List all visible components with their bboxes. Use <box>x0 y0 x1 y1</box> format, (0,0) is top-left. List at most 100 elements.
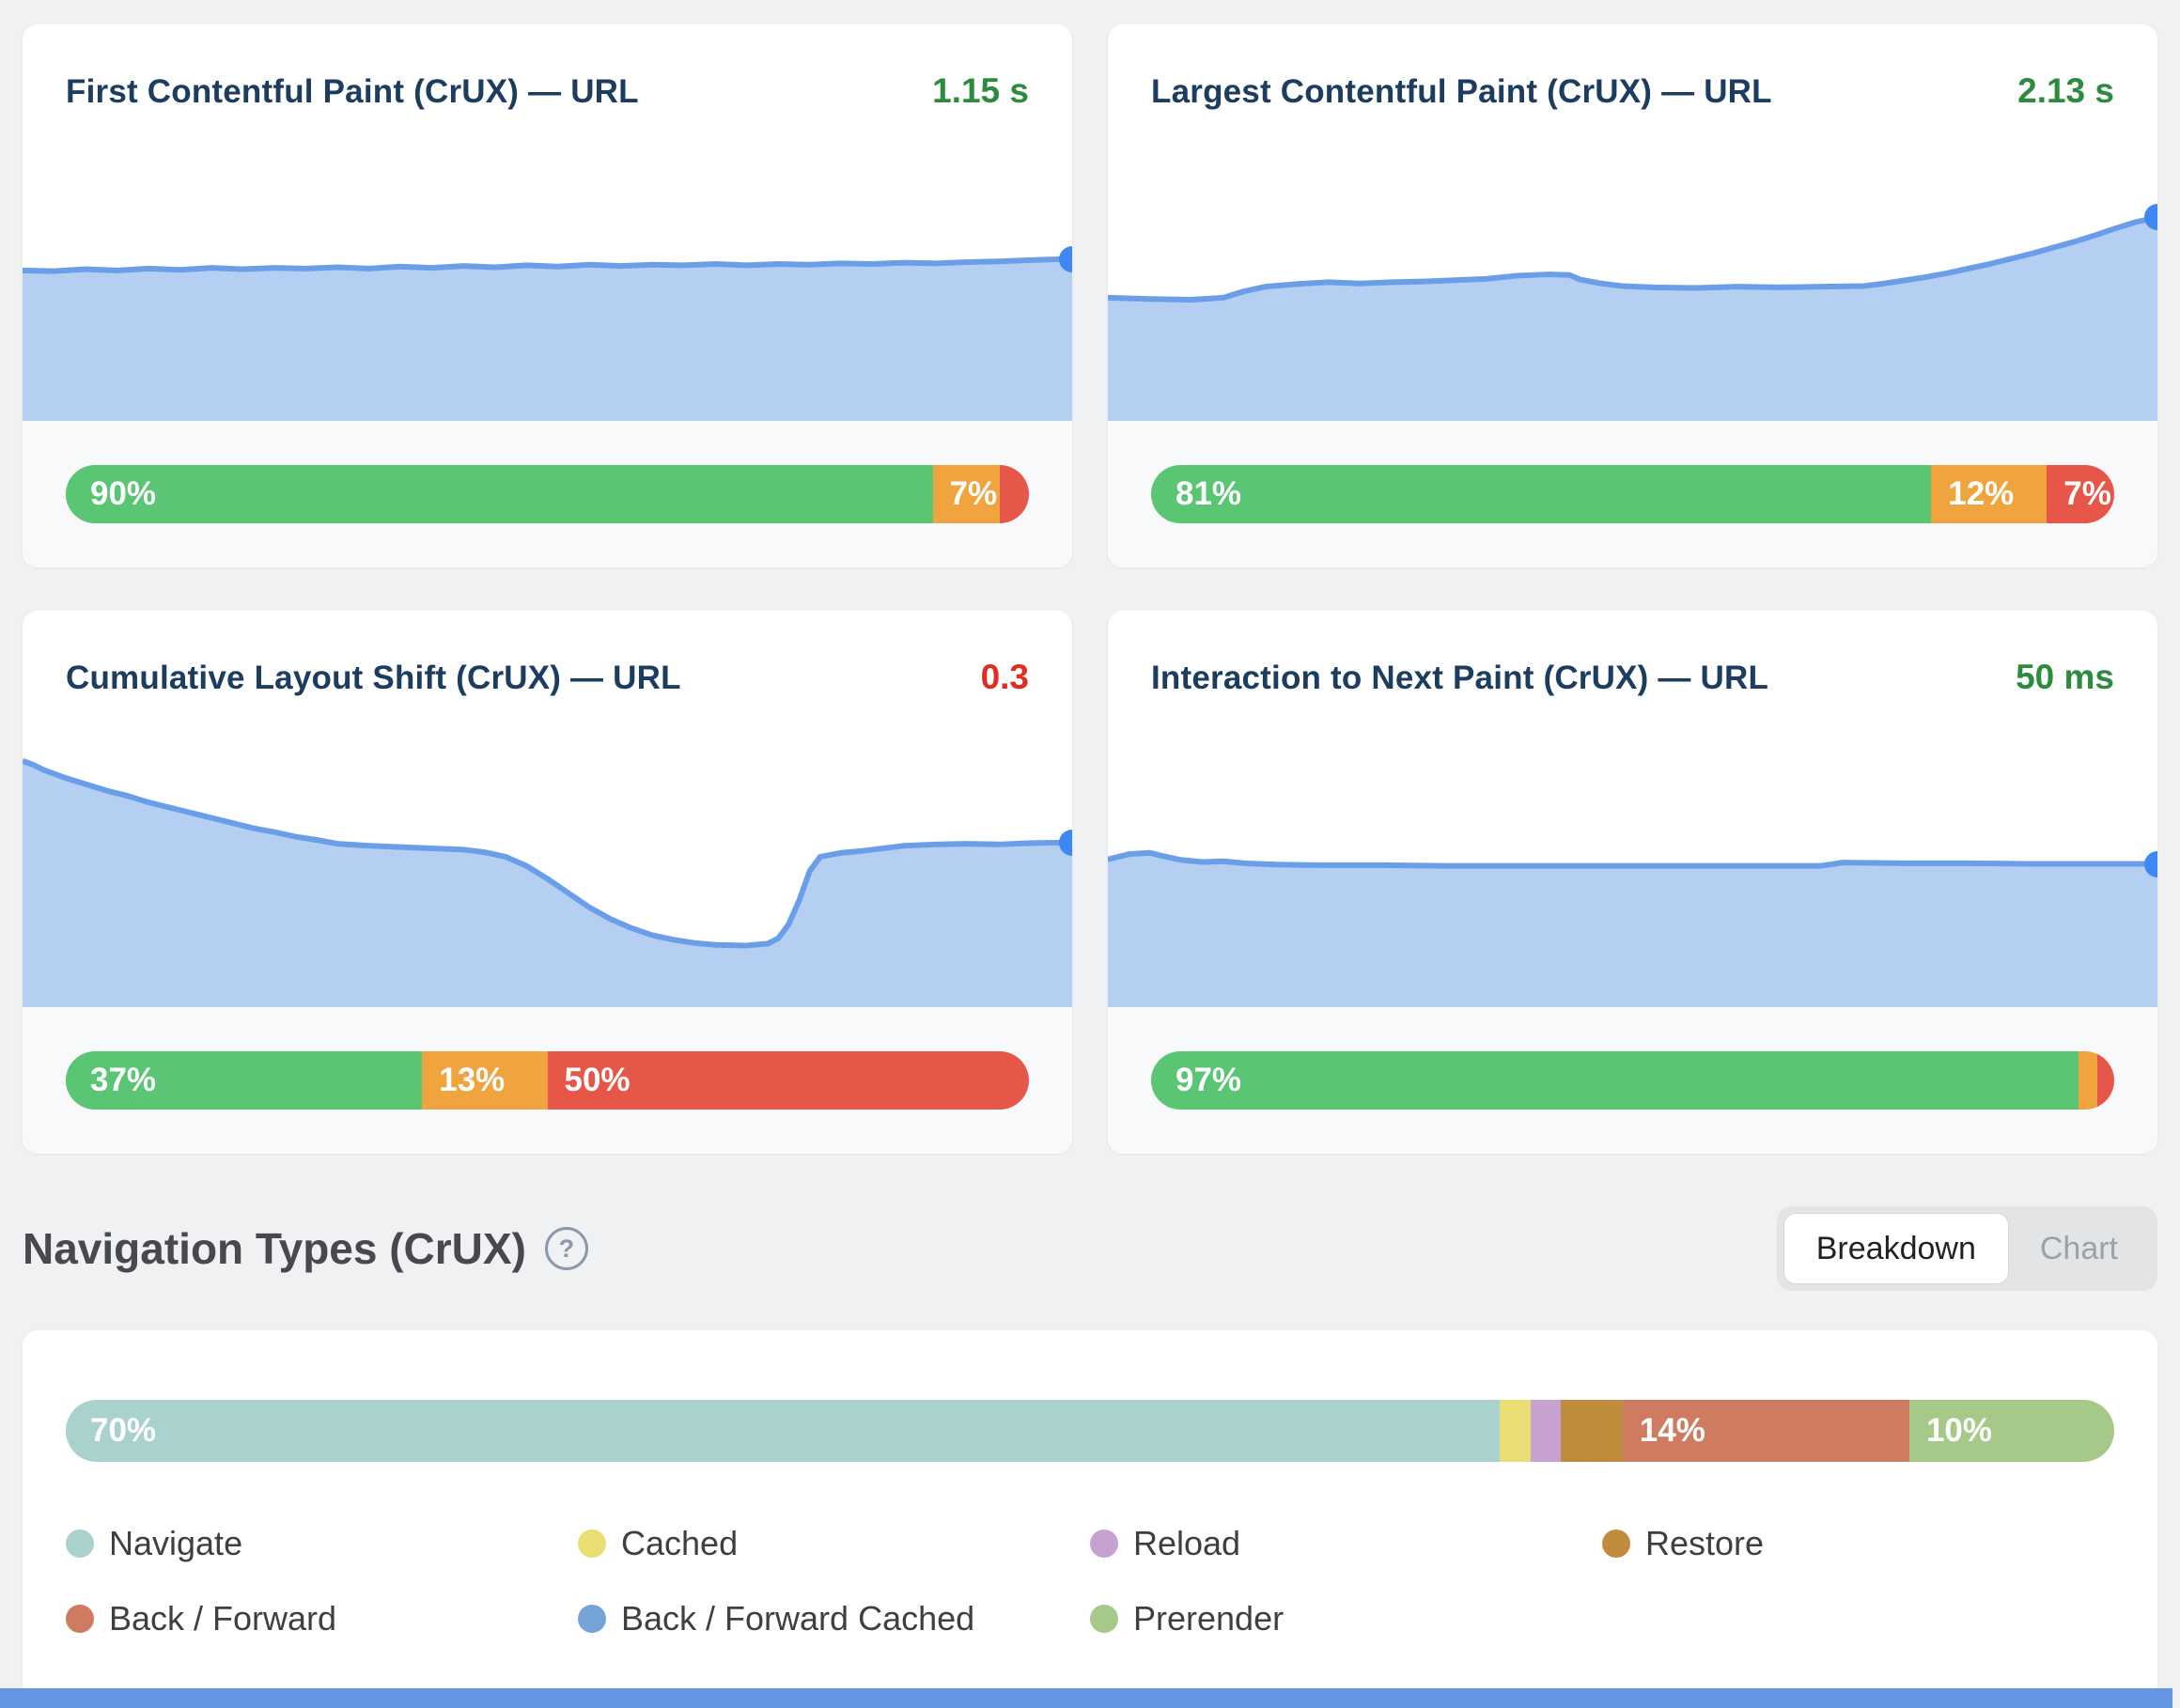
legend-item-navigate: Navigate <box>66 1524 578 1563</box>
distribution-bar: 97% <box>1151 1051 2114 1110</box>
segment-navigate: 70% <box>66 1400 1500 1462</box>
segment-back-forward: 14% <box>1622 1400 1909 1462</box>
section-title: Navigation Types (CrUX) <box>23 1224 526 1273</box>
segment-label: 10% <box>1925 1412 1993 1449</box>
distribution-bar: 81% 12% 7% <box>1151 465 2114 523</box>
segment-poor <box>1000 465 1029 523</box>
area-line <box>1108 217 2157 300</box>
segment-needs-improvement: 13% <box>422 1051 548 1110</box>
metric-title: First Contentful Paint (CrUX) — URL <box>66 73 639 110</box>
area-line <box>23 761 1072 946</box>
trend-area-chart <box>23 162 1072 421</box>
distribution-section: 81% 12% 7% <box>1108 421 2157 567</box>
legend-label: Back / Forward Cached <box>621 1599 975 1638</box>
legend-label: Prerender <box>1133 1599 1285 1638</box>
legend-label: Back / Forward <box>109 1599 337 1638</box>
legend-dot <box>578 1529 606 1558</box>
card-header: Largest Contentful Paint (CrUX) — URL 2.… <box>1108 24 2157 111</box>
legend-label: Restore <box>1645 1524 1765 1562</box>
legend-dot <box>1602 1529 1630 1558</box>
distribution-section: 90% 7% <box>23 421 1072 567</box>
legend-dot <box>578 1605 606 1633</box>
segment-label: 50% <box>564 1062 631 1098</box>
segment-reload <box>1530 1400 1562 1462</box>
toggle-chart-button[interactable]: Chart <box>2008 1214 2150 1283</box>
latest-point-marker <box>1059 829 1072 856</box>
segment-label: 13% <box>439 1062 506 1098</box>
distribution-section: 97% <box>1108 1007 2157 1154</box>
segment-needs-improvement: 12% <box>1931 465 2048 523</box>
legend-item-restore: Restore <box>1602 1524 2114 1563</box>
segment-label: 7% <box>949 475 998 512</box>
metric-card-lcp: Largest Contentful Paint (CrUX) — URL 2.… <box>1108 24 2157 567</box>
legend-label: Cached <box>621 1524 739 1562</box>
area-line <box>1108 853 2157 866</box>
toggle-breakdown-button[interactable]: Breakdown <box>1783 1214 2008 1283</box>
legend-dot <box>66 1529 94 1558</box>
area-fill <box>23 760 1072 1007</box>
legend-dot <box>1090 1605 1118 1633</box>
segment-label: 7% <box>2063 475 2111 512</box>
metric-value: 0.3 <box>980 658 1029 696</box>
segment-poor: 50% <box>547 1051 1029 1110</box>
help-icon[interactable]: ? <box>544 1227 588 1270</box>
area-fill <box>23 258 1072 421</box>
latest-point-marker <box>1059 245 1072 272</box>
segment-label: 37% <box>90 1062 157 1098</box>
distribution-bar: 90% 7% <box>66 465 1029 523</box>
area-fill <box>1108 852 2157 1007</box>
legend-item-back-forward-cached: Back / Forward Cached <box>578 1599 1090 1638</box>
card-header: First Contentful Paint (CrUX) — URL 1.15… <box>23 24 1072 111</box>
area-fill <box>1108 217 2157 421</box>
legend-label: Reload <box>1133 1524 1241 1562</box>
segment-label: 14% <box>1639 1412 1705 1449</box>
navigation-types-bar: 70% 14% 10% <box>66 1400 2114 1462</box>
trend-area-chart <box>1108 748 2157 1007</box>
legend-item-cached: Cached <box>578 1524 1090 1563</box>
segment-needs-improvement: 7% <box>932 465 1001 523</box>
metric-title: Interaction to Next Paint (CrUX) — URL <box>1151 660 1769 696</box>
segment-label: 81% <box>1176 475 1242 512</box>
legend-item-back-forward: Back / Forward <box>66 1599 578 1638</box>
segment-label: 70% <box>90 1412 157 1449</box>
legend-label: Navigate <box>109 1524 243 1562</box>
distribution-bar: 37% 13% 50% <box>66 1051 1029 1110</box>
segment-good: 81% <box>1151 465 1932 523</box>
section-title-row: Navigation Types (CrUX) ? <box>23 1223 588 1274</box>
legend-item-reload: Reload <box>1090 1524 1602 1563</box>
legend-dot <box>66 1605 94 1633</box>
segment-cached <box>1500 1400 1531 1462</box>
segment-restore <box>1561 1400 1623 1462</box>
metric-card-inp: Interaction to Next Paint (CrUX) — URL 5… <box>1108 611 2157 1154</box>
metric-card-fcp: First Contentful Paint (CrUX) — URL 1.15… <box>23 24 1072 567</box>
segment-label: 90% <box>90 475 157 512</box>
next-section-chart-peek <box>0 1688 2172 1708</box>
latest-point-marker <box>2144 850 2157 877</box>
segment-good: 90% <box>66 465 933 523</box>
latest-point-marker <box>2144 204 2157 231</box>
navigation-types-card: 70% 14% 10% Navigate Cached Reload Restore Bac… <box>23 1330 2157 1699</box>
card-header: Cumulative Layout Shift (CrUX) — URL 0.3 <box>23 611 1072 697</box>
trend-area-chart <box>23 748 1072 1007</box>
card-header: Interaction to Next Paint (CrUX) — URL 5… <box>1108 611 2157 697</box>
distribution-section: 37% 13% 50% <box>23 1007 1072 1154</box>
metric-value: 1.15 s <box>932 71 1029 110</box>
segment-good: 97% <box>1151 1051 2079 1110</box>
segment-label: 97% <box>1176 1062 1242 1098</box>
segment-prerender: 10% <box>1908 1400 2114 1462</box>
area-line <box>23 259 1072 272</box>
segment-good: 37% <box>66 1051 423 1110</box>
metric-cards-grid: First Contentful Paint (CrUX) — URL 1.15… <box>23 24 2157 1154</box>
metric-value: 50 ms <box>2016 658 2114 696</box>
metric-title: Largest Contentful Paint (CrUX) — URL <box>1151 73 1772 110</box>
segment-label: 12% <box>1948 475 2015 512</box>
trend-area-chart <box>1108 162 2157 421</box>
legend-item-prerender: Prerender <box>1090 1599 1602 1638</box>
metric-title: Cumulative Layout Shift (CrUX) — URL <box>66 660 681 696</box>
navigation-types-legend: Navigate Cached Reload Restore Back / Forwar… <box>66 1524 2114 1638</box>
breakdown-chart-toggle: Breakdown Chart <box>1776 1206 2157 1291</box>
segment-poor: 7% <box>2047 465 2114 523</box>
legend-dot <box>1090 1529 1118 1558</box>
metric-value: 2.13 s <box>2017 71 2114 110</box>
